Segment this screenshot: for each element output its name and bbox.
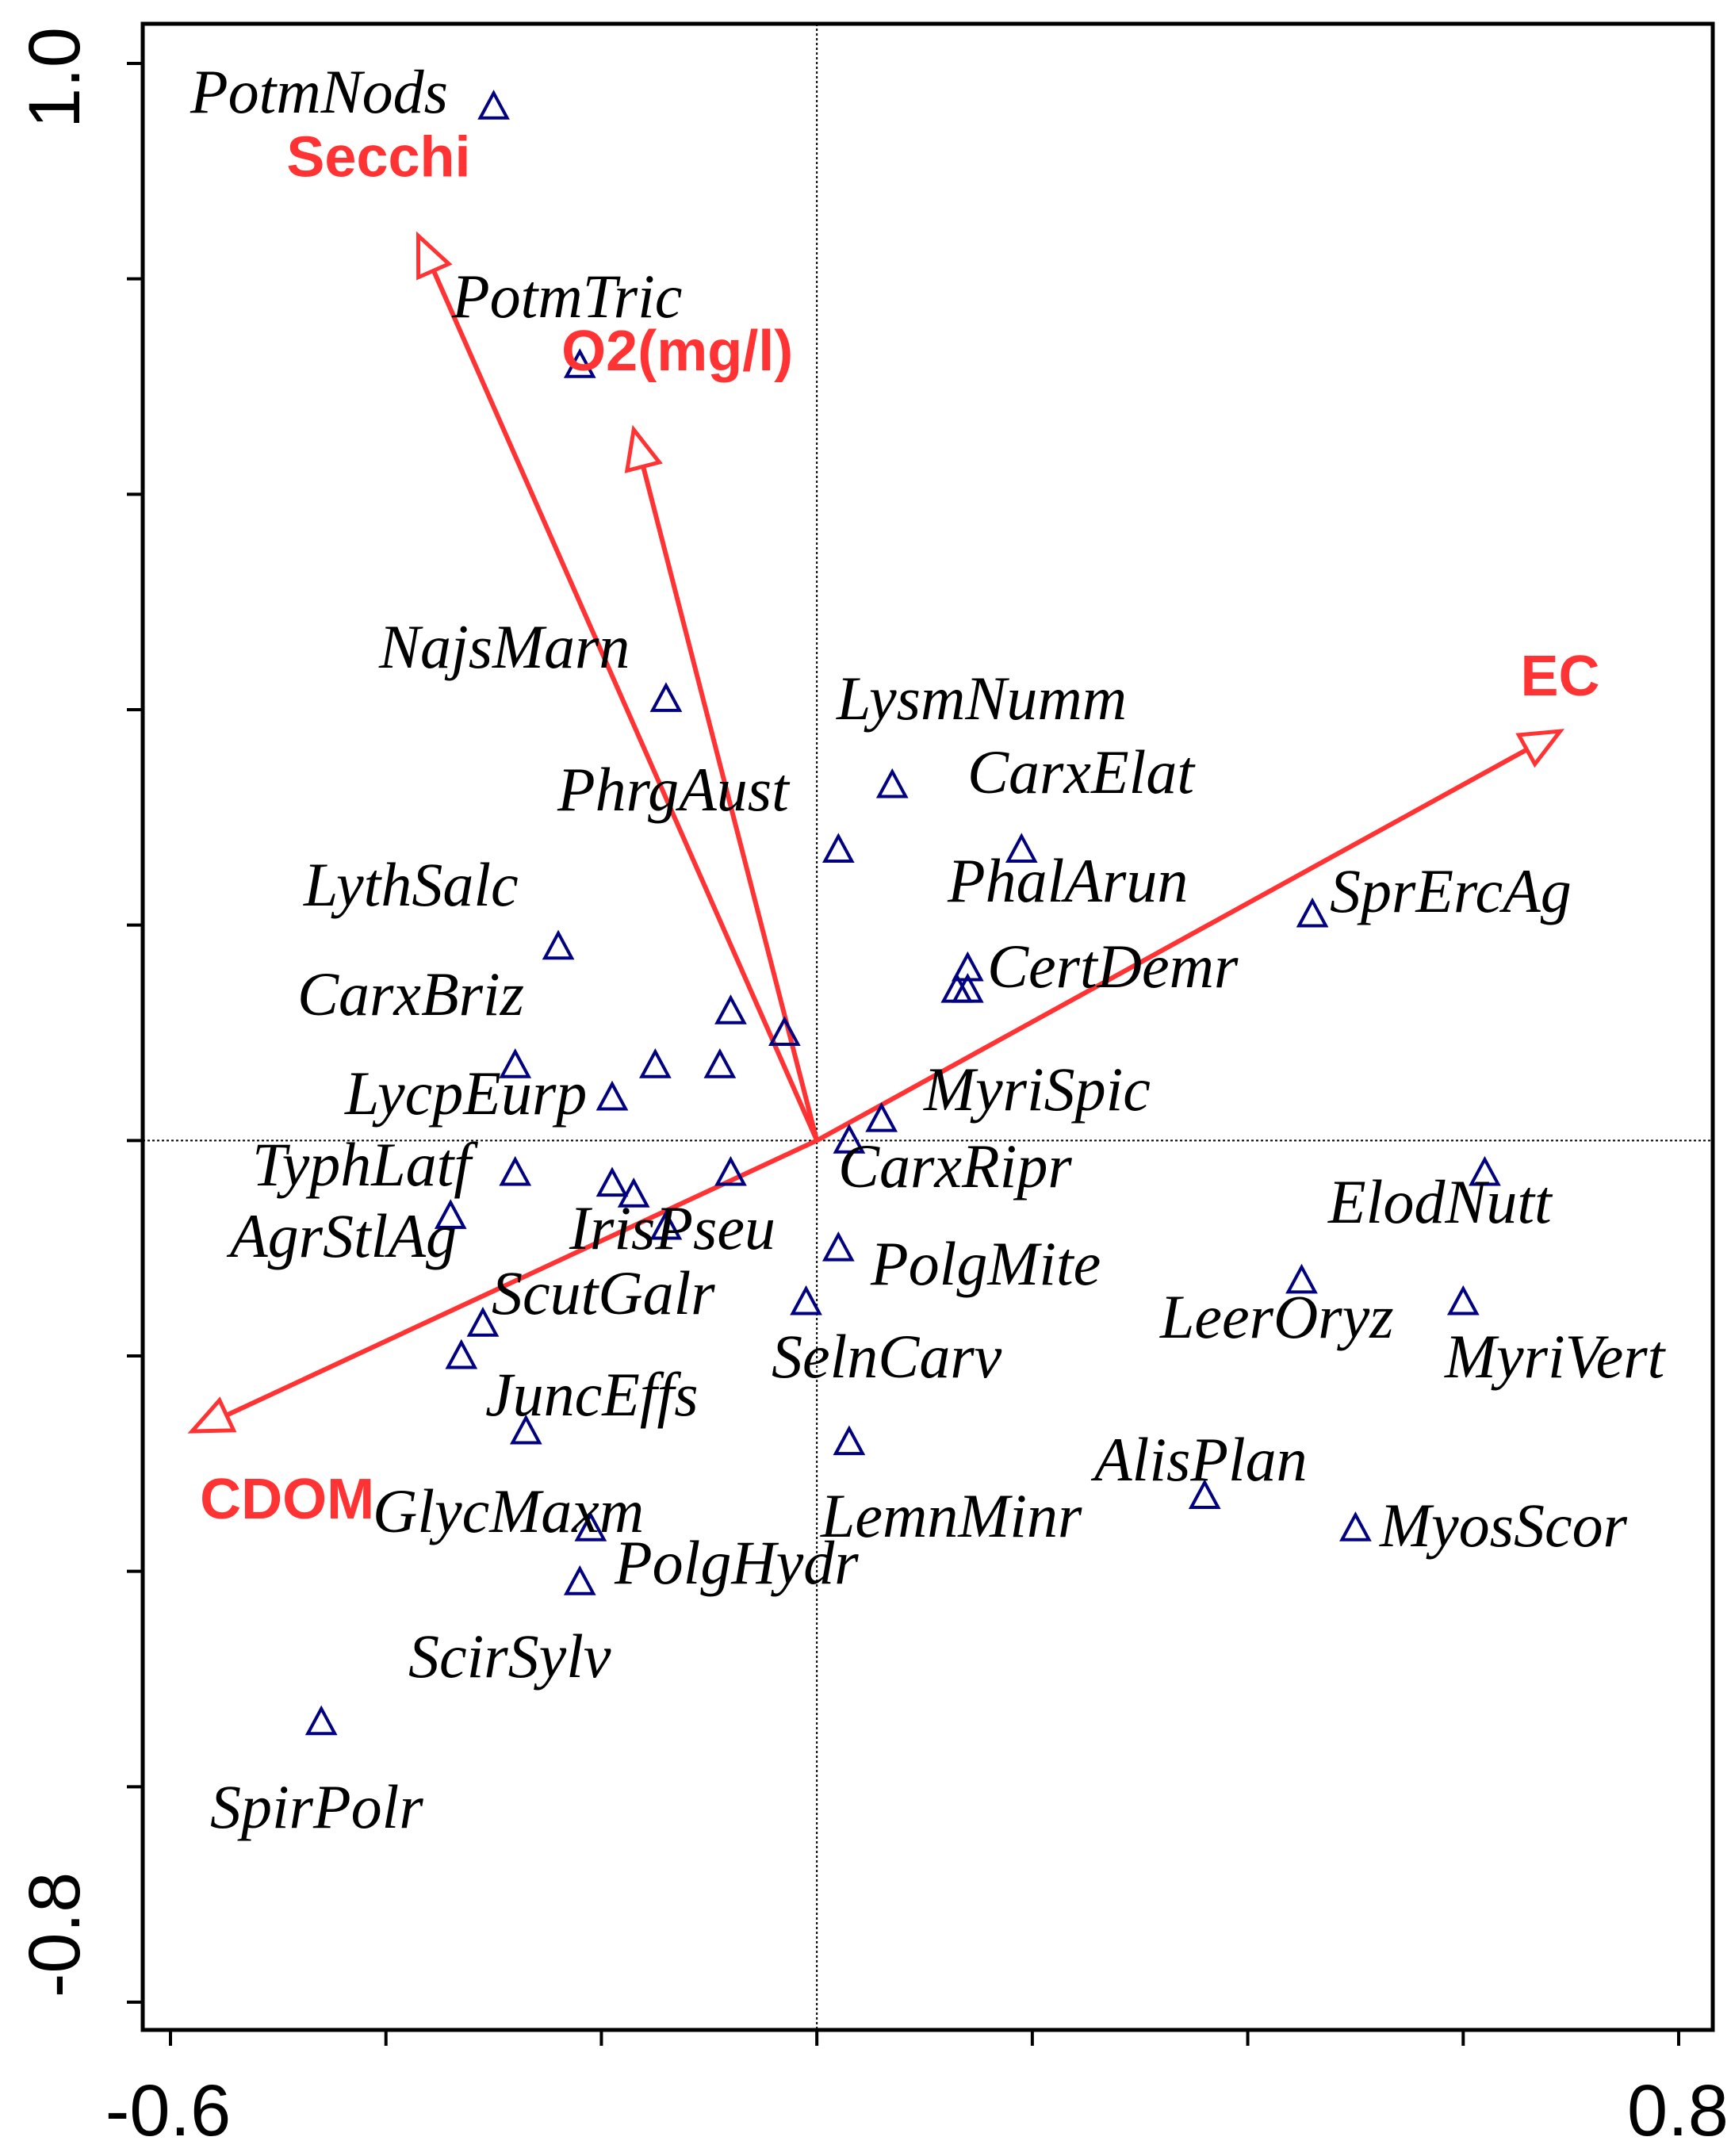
species-label: GlycMaxm [373,1476,644,1545]
env-arrow-shaft [815,747,1528,1143]
species-label: MyosScor [1379,1491,1628,1560]
species-marker [509,1414,542,1445]
species-label: ScutGalr [492,1258,715,1327]
species-marker [951,951,984,982]
plot-frame [140,21,1715,2032]
env-arrow-head [416,231,453,281]
species-label: LysmNumm [836,664,1127,733]
species-label: AgrStlAg [226,1201,457,1270]
species-label: MyriVert [1444,1322,1667,1391]
plot-border [140,21,1715,2032]
species-label: LycpEurp [344,1059,587,1128]
species-marker [1188,1479,1221,1510]
species-label: CarxRipr [838,1132,1072,1201]
species-label: PhalArun [947,846,1188,915]
species-label: ScirSylv [408,1622,611,1691]
species-label: LemnMinr [820,1481,1082,1550]
species-marker [563,1565,596,1595]
species-marker [542,929,575,960]
species-label: JuncEffs [485,1360,699,1429]
env-arrow-head [624,424,663,473]
species-marker [703,1048,737,1078]
species-marker [833,1425,866,1456]
species-marker [951,972,984,1003]
species-marker [768,1016,801,1046]
species-marker [1469,1155,1501,1186]
species-label: TyphLatf [252,1130,478,1199]
env-label: CDOM [200,1468,374,1531]
species-label: SelnCarv [772,1322,1002,1391]
env-arrow-head [187,1396,237,1434]
species-marker [821,1231,855,1262]
x-tick-label-max: 0.8 [1627,2070,1729,2151]
species-label: IrisPseu [569,1193,776,1262]
species-marker [499,1048,532,1078]
species-label: PhrgAust [557,755,791,824]
species-marker [1005,833,1038,864]
env-label: EC [1521,645,1600,708]
species-marker [466,1307,500,1337]
axis-ticks [127,62,1680,2046]
species-marker [1296,897,1329,928]
species-marker [649,682,683,712]
species-marker [617,1178,650,1208]
species-marker [875,768,909,798]
species-marker [445,1338,478,1369]
env-arrow-shaft [225,1138,818,1418]
species-marker [790,1285,822,1315]
species-label: CarxBriz [297,959,524,1028]
species-marker [639,1048,672,1078]
species-label: SpirPolr [210,1772,423,1841]
species-marker [304,1705,338,1736]
species-label: CarxElat [967,737,1196,806]
env-arrow-head [1515,729,1565,768]
species-marker [563,348,596,378]
species-marker [434,1199,467,1229]
species-marker [499,1155,532,1186]
species-label: LeerOryz [1159,1282,1394,1351]
species-label: MyriSpic [923,1055,1151,1124]
x-tick-label-min: -0.6 [105,2070,232,2151]
species-marker [833,1124,866,1154]
species-marker [477,90,510,120]
species-marker [821,833,855,864]
text-labels: -0.6 0.8 1.0 -0.8 Secchi O2(mg/l) EC CDOM Po… [14,27,1729,2151]
species-marker [596,1166,629,1197]
species-label: PotmTric [451,262,682,331]
species-marker [1285,1263,1318,1294]
env-label: O2(mg/l) [561,320,793,383]
species-label: SprErcAg [1330,856,1572,925]
species-label: NajsMarn [378,612,630,681]
species-marker [649,1209,683,1240]
env-arrow-shaft [431,270,819,1142]
species-label: AlisPlan [1090,1425,1308,1494]
species-label: PolgMite [870,1229,1101,1298]
y-tick-label-min: -0.8 [14,1872,95,1998]
species-label: ElodNutt [1327,1167,1553,1236]
env-label: Secchi [286,125,470,189]
species-label: LythSalc [303,850,519,919]
species-label: CertDemr [987,932,1239,1001]
species-marker [714,994,747,1024]
species-marker [865,1101,898,1132]
species-label: PolgHydr [614,1528,859,1597]
species-marker [714,1155,747,1186]
species-marker [596,1080,629,1111]
species-points [304,90,1501,1736]
species-marker [1446,1285,1480,1315]
y-tick-label-max: 1.0 [14,27,95,128]
origin-lines [143,24,1713,2030]
species-marker [574,1511,607,1541]
species-label: PotmNods [190,57,448,126]
species-marker [1339,1511,1372,1541]
